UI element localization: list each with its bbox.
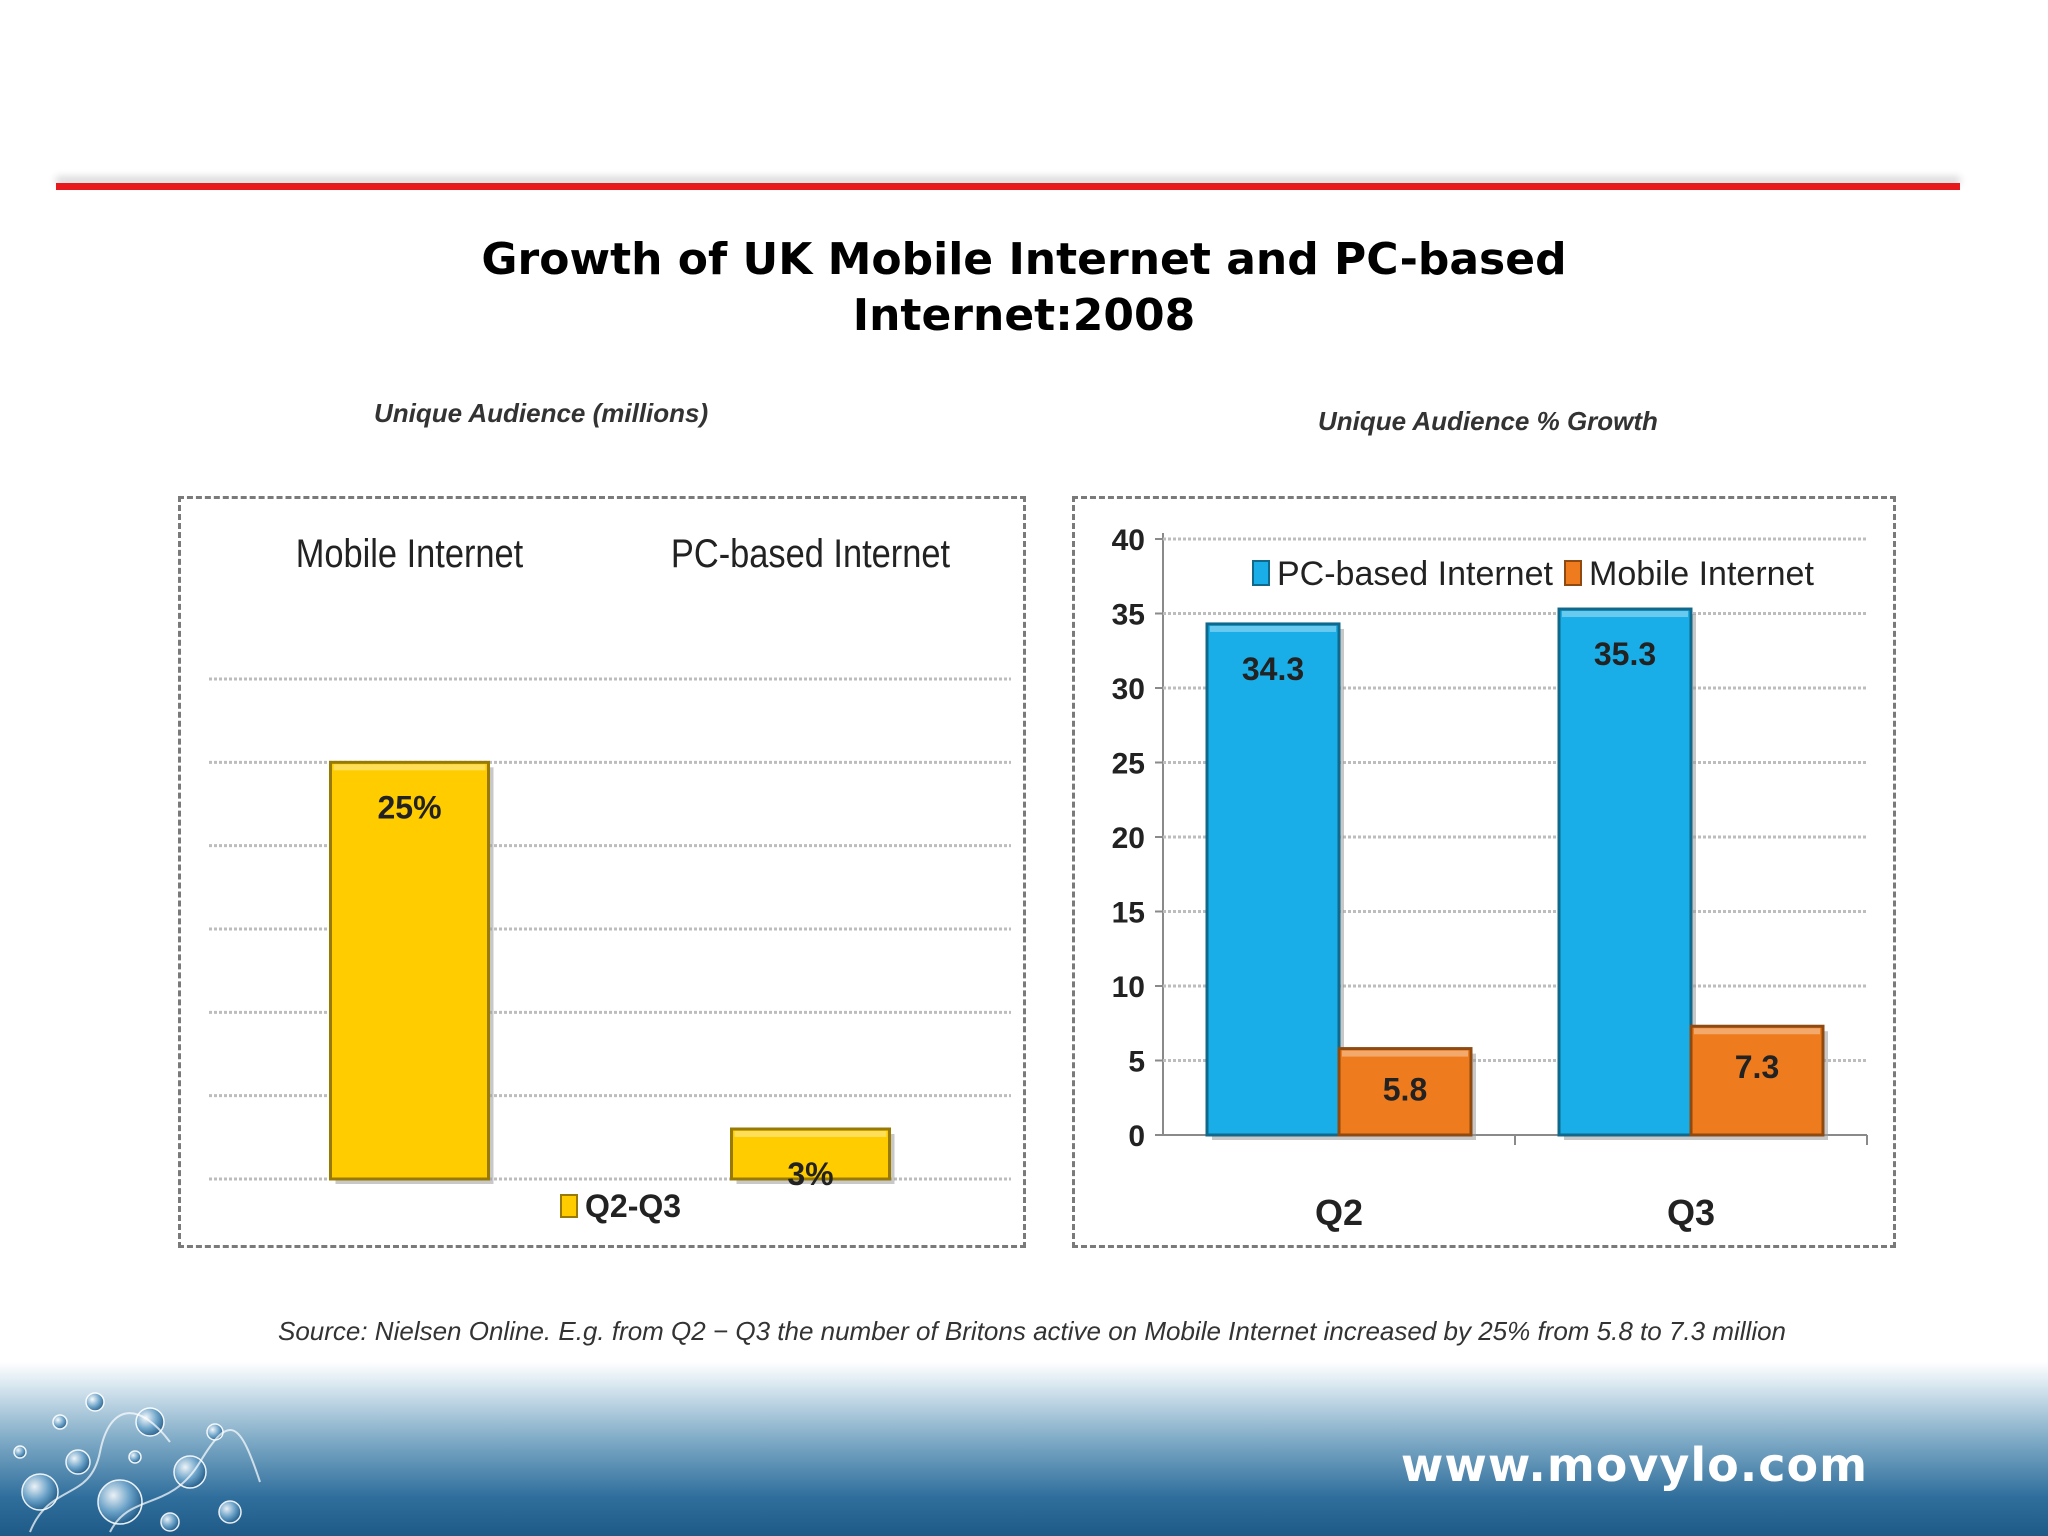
right-y-tick-label: 40 [1112,524,1145,557]
right-bar-label: 5.8 [1383,1072,1427,1108]
right-bar-label: 35.3 [1594,636,1656,672]
left-bar-1-highlight [333,764,486,771]
left-category-label: Mobile Internet [296,531,524,576]
right-legend-label: Mobile Internet [1589,555,1814,593]
left-bar-label: 25% [377,789,441,825]
bubble-decoration [13,1392,261,1533]
right-legend-label: PC-based Internet [1277,555,1553,593]
right-chart-frame: 0 5 10 15 20 25 30 35 40 Q2 34.3 5.8 Q3 35.3 7.3 PC-bas… [1072,496,1896,1248]
right-bar-1-2 [1557,607,1693,1137]
right-chart-subtitle: Unique Audience % Growth [1318,406,1658,436]
right-y-tick-label: 20 [1112,822,1145,855]
right-y-tick-label: 25 [1112,748,1145,781]
left-bar-1 [329,760,490,1181]
footer-url: www.movylo.com [1400,1438,1868,1492]
right-legend-swatch [1252,560,1270,586]
right-bar-1-1 [1205,622,1341,1137]
right-y-tick-label: 0 [1128,1120,1145,1153]
right-y-tick-label: 10 [1112,971,1145,1004]
slide-title-line-1: Growth of UK Mobile Internet and PC-base… [481,234,1567,285]
right-bar-2-2 [1689,1024,1825,1137]
left-legend-label: Q2-Q3 [585,1188,681,1224]
slide-title: Growth of UK Mobile Internet and PC-base… [0,232,2048,344]
left-category-label: PC-based Internet [671,531,951,576]
right-category-label: Q2 [1315,1192,1363,1233]
right-bar-label: 7.3 [1735,1049,1779,1085]
source-note: Source: Nielsen Online. E.g. from Q2 − Q… [277,1316,1787,1346]
footer-band: www.movylo.com [0,1362,2048,1536]
right-y-tick-label: 5 [1128,1046,1145,1079]
right-y-tick-label: 35 [1112,599,1145,632]
right-legend-swatch [1564,560,1582,586]
left-chart: Mobile Internet 25% PC-based Internet 3% Q2-… [209,531,1011,1224]
left-chart-subtitle: Unique Audience (millions) [374,398,709,428]
right-bar-2-1-highlight [1342,1050,1468,1057]
left-bar-label: 3% [787,1156,833,1192]
right-bar-1-2-highlight [1562,611,1688,618]
right-category-label: Q3 [1667,1192,1715,1233]
left-bar-2-highlight [734,1131,887,1137]
left-legend-swatch [560,1194,578,1218]
right-bar-1-1-highlight [1210,625,1336,632]
slide-title-line-2: Internet:2008 [852,290,1196,341]
right-bar-label: 34.3 [1242,651,1304,687]
header-red-rule [56,183,1960,190]
right-y-tick-label: 15 [1112,897,1145,930]
left-chart-frame: Mobile Internet 25% PC-based Internet 3% Q2-… [178,496,1026,1248]
right-bar-2-2-highlight [1694,1028,1820,1035]
right-bar-2-1 [1337,1047,1473,1137]
left-bar-2 [730,1127,891,1181]
right-chart: 0 5 10 15 20 25 30 35 40 Q2 34.3 5.8 Q3 35.3 7.3 PC-bas… [1112,524,1868,1233]
right-y-tick-label: 30 [1112,673,1145,706]
